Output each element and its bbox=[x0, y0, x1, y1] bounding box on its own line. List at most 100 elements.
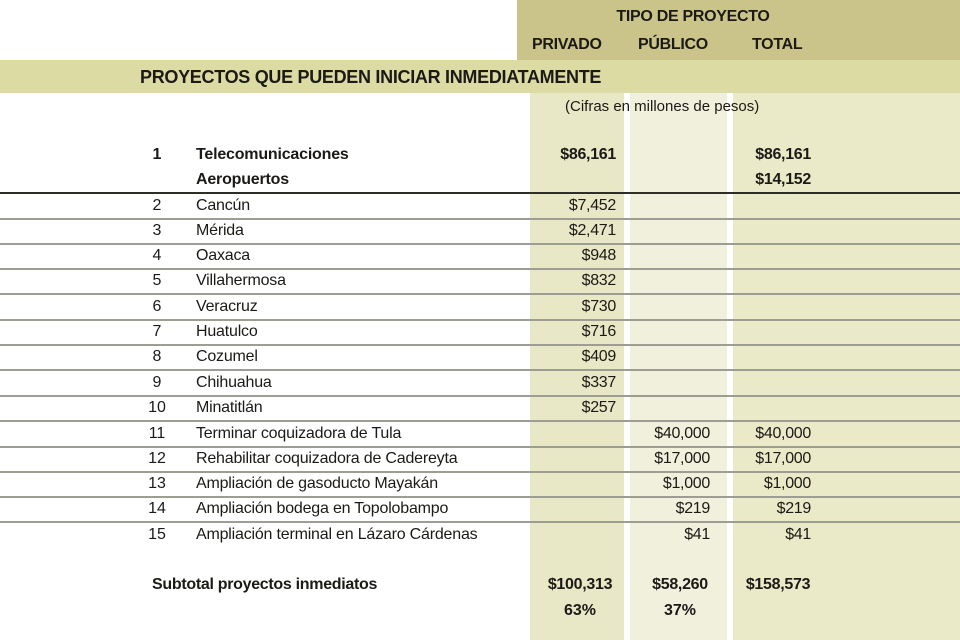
row-number: 7 bbox=[152, 323, 162, 340]
table-row: 9 Chihuahua $337 bbox=[0, 371, 960, 396]
table-row: 1 Telecomunicaciones $86,161 $86,161 bbox=[0, 143, 960, 168]
section-band bbox=[0, 60, 960, 93]
row-number: 4 bbox=[152, 247, 162, 264]
divider bbox=[0, 319, 960, 321]
row-name: Telecomunicaciones bbox=[196, 146, 349, 163]
row-name: Rehabilitar coquizadora de Cadereyta bbox=[196, 450, 458, 467]
divider bbox=[0, 243, 960, 245]
table-row: 7 Huatulco $716 bbox=[0, 320, 960, 345]
cell-total: $41 bbox=[785, 526, 811, 543]
divider bbox=[0, 344, 960, 346]
divider bbox=[0, 218, 960, 220]
table-row: 8 Cozumel $409 bbox=[0, 345, 960, 370]
row-name: Ampliación bodega en Topolobampo bbox=[196, 500, 449, 517]
divider bbox=[0, 521, 960, 523]
cell-total: $219 bbox=[776, 500, 812, 517]
table-row: 13 Ampliación de gasoducto Mayakán $1,00… bbox=[0, 472, 960, 497]
row-number: 1 bbox=[152, 146, 162, 163]
divider bbox=[0, 471, 960, 473]
row-name: Cancún bbox=[196, 197, 250, 214]
divider bbox=[0, 369, 960, 371]
subtotal-privado-pct: 63% bbox=[563, 602, 597, 619]
row-number: 8 bbox=[152, 348, 162, 365]
cell-privado: $832 bbox=[581, 272, 617, 289]
cell-privado: $409 bbox=[581, 348, 617, 365]
cell-publico: $17,000 bbox=[654, 450, 710, 467]
divider bbox=[0, 192, 960, 194]
divider bbox=[0, 293, 960, 295]
cell-total: $40,000 bbox=[755, 425, 811, 442]
row-number: 5 bbox=[152, 272, 162, 289]
row-number: 11 bbox=[148, 425, 166, 442]
table-row: 4 Oaxaca $948 bbox=[0, 244, 960, 269]
cell-publico: $41 bbox=[684, 526, 710, 543]
row-name: Mérida bbox=[196, 222, 244, 239]
group-title: TIPO DE PROYECTO bbox=[616, 8, 770, 25]
table-row: 2 Cancún $7,452 bbox=[0, 194, 960, 219]
subtotal-privado: $100,313 bbox=[547, 576, 613, 593]
cell-privado: $948 bbox=[581, 247, 617, 264]
table-row: 6 Veracruz $730 bbox=[0, 295, 960, 320]
cell-privado: $2,471 bbox=[568, 222, 616, 239]
cell-publico: $219 bbox=[675, 500, 711, 517]
row-name: Aeropuertos bbox=[196, 171, 289, 188]
row-number: 9 bbox=[152, 374, 162, 391]
total-column-bg bbox=[733, 93, 960, 640]
row-number: 10 bbox=[148, 399, 166, 416]
units-note: (Cifras en millones de pesos) bbox=[565, 98, 760, 115]
row-number: 14 bbox=[148, 500, 166, 517]
row-number: 12 bbox=[148, 450, 166, 467]
cell-privado: $86,161 bbox=[560, 146, 616, 163]
table-row: 3 Mérida $2,471 bbox=[0, 219, 960, 244]
privado-column-bg bbox=[530, 93, 624, 640]
row-name: Cozumel bbox=[196, 348, 258, 365]
table-row: Aeropuertos $14,152 bbox=[0, 168, 960, 193]
cell-total: $86,161 bbox=[755, 146, 811, 163]
subtotal-publico: $58,260 bbox=[652, 576, 708, 593]
table-row: 10 Minatitlán $257 bbox=[0, 396, 960, 421]
subtotal-publico-pct: 37% bbox=[663, 602, 697, 619]
table-row: 5 Villahermosa $832 bbox=[0, 269, 960, 294]
row-name: Ampliación terminal en Lázaro Cárdenas bbox=[196, 526, 478, 543]
row-name: Villahermosa bbox=[196, 272, 286, 289]
divider bbox=[0, 268, 960, 270]
column-header-publico: PÚBLICO bbox=[638, 36, 708, 53]
row-number: 2 bbox=[152, 197, 162, 214]
table-row: 11 Terminar coquizadora de Tula $40,000 … bbox=[0, 422, 960, 447]
divider bbox=[0, 446, 960, 448]
table-row: 15 Ampliación terminal en Lázaro Cárdena… bbox=[0, 523, 960, 548]
cell-publico: $1,000 bbox=[662, 475, 710, 492]
column-header-total: TOTAL bbox=[752, 36, 803, 53]
divider bbox=[0, 420, 960, 422]
divider bbox=[0, 395, 960, 397]
row-number: 13 bbox=[148, 475, 166, 492]
row-number: 3 bbox=[152, 222, 162, 239]
header-band bbox=[517, 0, 960, 60]
row-name: Veracruz bbox=[196, 298, 258, 315]
row-name: Terminar coquizadora de Tula bbox=[196, 425, 402, 442]
row-name: Oaxaca bbox=[196, 247, 250, 264]
publico-column-bg bbox=[630, 93, 727, 640]
row-number: 15 bbox=[148, 526, 166, 543]
cell-privado: $337 bbox=[581, 374, 617, 391]
row-name: Minatitlán bbox=[196, 399, 263, 416]
row-name: Huatulco bbox=[196, 323, 258, 340]
row-name: Ampliación de gasoducto Mayakán bbox=[196, 475, 438, 492]
cell-privado: $730 bbox=[581, 298, 617, 315]
table-row: 14 Ampliación bodega en Topolobampo $219… bbox=[0, 497, 960, 522]
cell-total: $1,000 bbox=[763, 475, 811, 492]
row-number: 6 bbox=[152, 298, 162, 315]
cell-publico: $40,000 bbox=[654, 425, 710, 442]
subtotal-total: $158,573 bbox=[745, 576, 811, 593]
cell-privado: $7,452 bbox=[568, 197, 616, 214]
subtotal-label: Subtotal proyectos inmediatos bbox=[152, 576, 378, 593]
cell-privado: $716 bbox=[581, 323, 617, 340]
cell-total: $14,152 bbox=[755, 171, 811, 188]
divider bbox=[0, 496, 960, 498]
column-header-privado: PRIVADO bbox=[532, 36, 602, 53]
table-row: 12 Rehabilitar coquizadora de Cadereyta … bbox=[0, 447, 960, 472]
cell-total: $17,000 bbox=[755, 450, 811, 467]
row-name: Chihuahua bbox=[196, 374, 272, 391]
section-title: PROYECTOS QUE PUEDEN INICIAR INMEDIATAME… bbox=[140, 67, 602, 87]
cell-privado: $257 bbox=[581, 399, 617, 416]
